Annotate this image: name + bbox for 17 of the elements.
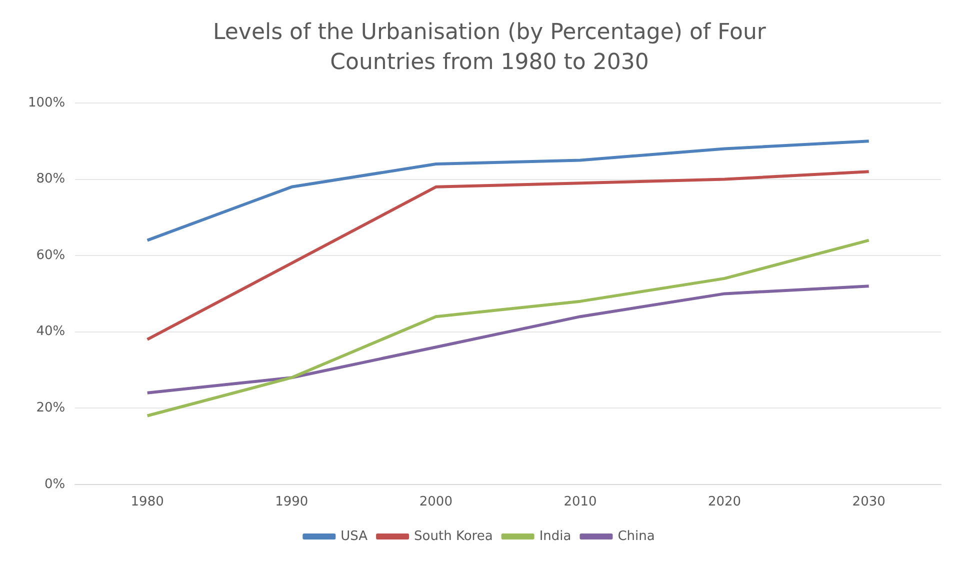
x-tick-label: 1990 bbox=[275, 494, 308, 510]
chart-title: Levels of the Urbanisation (by Percentage) of Four Countries from 1980 to 2030 bbox=[212, 19, 767, 77]
legend-label: USA bbox=[340, 528, 368, 544]
legend-label: China bbox=[618, 528, 655, 544]
y-tick-label: 80% bbox=[36, 172, 66, 187]
legend-label: South Korea bbox=[414, 528, 493, 544]
x-tick-label: 1980 bbox=[130, 494, 164, 510]
y-tick-label: 0% bbox=[44, 476, 66, 492]
x-tick-label: 2010 bbox=[564, 494, 597, 510]
y-tick-label: 40% bbox=[36, 324, 66, 340]
y-tick-label: 20% bbox=[36, 400, 66, 416]
legend-label: India bbox=[539, 528, 572, 544]
y-tick-label: 100% bbox=[28, 95, 66, 110]
y-tick-label: 60% bbox=[36, 248, 66, 263]
x-tick-label: 2000 bbox=[419, 494, 452, 510]
x-tick-label: 2020 bbox=[708, 494, 742, 510]
x-tick-label: 2030 bbox=[852, 494, 886, 510]
